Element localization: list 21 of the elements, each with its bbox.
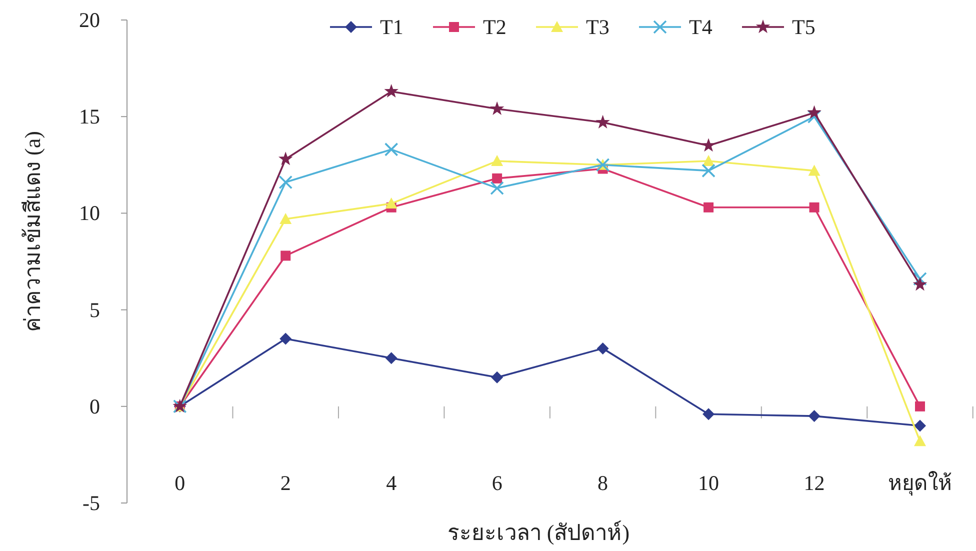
xtick: หยุดให้ bbox=[888, 471, 952, 495]
ytick: -5 bbox=[82, 491, 100, 515]
legend-label: T3 bbox=[586, 15, 610, 39]
legend-label: T5 bbox=[792, 15, 816, 39]
xtick: 12 bbox=[804, 471, 825, 495]
xtick: 8 bbox=[598, 471, 608, 495]
ytick: 20 bbox=[79, 8, 100, 32]
xtick: 10 bbox=[698, 471, 720, 495]
ytick: 0 bbox=[90, 394, 100, 418]
xtick: 4 bbox=[386, 471, 397, 495]
xtick: 0 bbox=[174, 471, 186, 495]
xtick: 6 bbox=[492, 471, 502, 495]
ylabel: ค่าความเข้มสีแดง (a) bbox=[20, 131, 45, 332]
ytick: 15 bbox=[79, 104, 100, 129]
legend-label: T1 bbox=[380, 15, 404, 39]
xtick: 2 bbox=[280, 471, 291, 495]
xlabel: ระยะเวลา (สัปดาห์) bbox=[447, 520, 630, 545]
ytick: 5 bbox=[90, 298, 100, 322]
legend-label: T2 bbox=[483, 15, 506, 39]
ytick: 10 bbox=[79, 201, 100, 226]
legend-label: T4 bbox=[689, 15, 713, 39]
